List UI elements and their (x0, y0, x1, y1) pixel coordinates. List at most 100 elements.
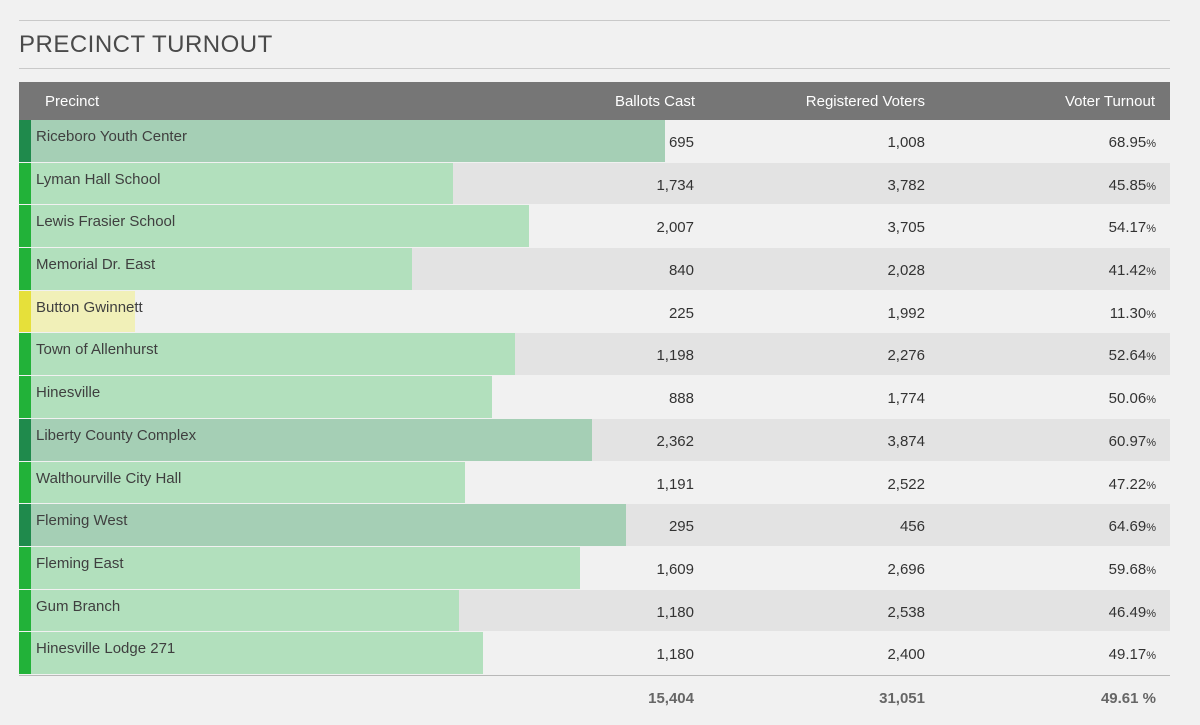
table-row[interactable]: Riceboro Youth Center 695 1,008 68.95% (19, 120, 1170, 163)
turnout-indicator-stripe (19, 248, 31, 290)
turnout-indicator-stripe (19, 290, 31, 333)
precinct-name: Riceboro Youth Center (36, 128, 187, 145)
turnout-indicator-stripe (19, 376, 31, 418)
voter-turnout-cell: 50.06% (1109, 390, 1156, 407)
registered-voters-cell: 2,028 (887, 262, 925, 280)
table-row[interactable]: Hinesville Lodge 271 1,180 2,400 49.17% (19, 632, 1170, 675)
percent-sign: % (1146, 351, 1156, 364)
voter-turnout-value: 41.42 (1108, 262, 1147, 280)
table-row[interactable]: Gum Branch 1,180 2,538 46.49% (19, 589, 1170, 633)
registered-voters-cell: 2,538 (887, 603, 925, 621)
table-row[interactable]: Lewis Frasier School 2,007 3,705 54.17% (19, 205, 1170, 249)
registered-voters-cell: 2,400 (887, 646, 925, 664)
turnout-bar (31, 589, 459, 632)
table-row[interactable]: Fleming West 295 456 64.69% (19, 504, 1170, 547)
ballots-cast-cell: 2,007 (656, 219, 694, 237)
percent-sign: % (1146, 394, 1156, 407)
turnout-indicator-stripe (19, 546, 31, 589)
voter-turnout-value: 11.30 (1109, 304, 1147, 322)
voter-turnout-cell: 60.97% (1109, 433, 1156, 450)
turnout-bar (31, 290, 135, 333)
registered-voters-cell: 2,696 (887, 560, 925, 578)
ballots-cast-cell: 1,198 (656, 347, 694, 365)
total-voter-turnout: 49.61 % (1100, 689, 1156, 707)
voter-turnout-cell: 49.17% (1109, 646, 1156, 663)
voter-turnout-cell: 54.17% (1109, 219, 1156, 236)
percent-sign: % (1146, 436, 1156, 449)
table-row[interactable]: Lyman Hall School 1,734 3,782 45.85% (19, 162, 1170, 206)
table-row[interactable]: Fleming East 1,609 2,696 59.68% (19, 546, 1170, 590)
voter-turnout-cell: 41.42% (1109, 262, 1156, 279)
ballots-cast-cell: 295 (668, 518, 694, 536)
turnout-indicator-stripe (19, 632, 31, 674)
voter-turnout-cell: 64.69% (1109, 518, 1156, 535)
table-body: Riceboro Youth Center 695 1,008 68.95% Lyman… (19, 120, 1170, 675)
turnout-bar (31, 504, 626, 546)
voter-turnout-cell: 45.85% (1109, 177, 1156, 194)
registered-voters-cell: 3,782 (887, 176, 925, 194)
table-row[interactable]: Town of Allenhurst 1,198 2,276 52.64% (19, 333, 1170, 377)
table-row[interactable]: Walthourville City Hall 1,191 2,522 47.22% (19, 461, 1170, 505)
ballots-cast-cell: 695 (668, 134, 694, 151)
turnout-bar (31, 376, 492, 418)
voter-turnout-value: 59.68 (1108, 560, 1147, 578)
voter-turnout-cell: 46.49% (1109, 604, 1156, 621)
ballots-cast-cell: 1,609 (656, 560, 694, 578)
turnout-indicator-stripe (19, 333, 31, 376)
voter-turnout-value: 68.95 (1108, 134, 1147, 151)
table-row[interactable]: Liberty County Complex 2,362 3,874 60.97% (19, 418, 1170, 462)
precinct-name: Walthourville City Hall (36, 469, 182, 487)
ballots-cast-cell: 1,191 (656, 475, 694, 493)
turnout-bar (31, 333, 515, 376)
percent-sign: % (1146, 308, 1156, 321)
column-header-precinct[interactable]: Precinct (45, 93, 100, 110)
precinct-name: Button Gwinnett (36, 298, 143, 316)
voter-turnout-cell: 59.68% (1109, 561, 1156, 578)
turnout-bar (31, 632, 483, 674)
turnout-indicator-stripe (19, 504, 31, 546)
column-header-voter-turnout[interactable]: Voter Turnout (1064, 93, 1155, 110)
voter-turnout-value: 54.17 (1108, 219, 1147, 237)
turnout-indicator-stripe (19, 461, 31, 504)
voter-turnout-cell: 47.22% (1109, 476, 1156, 493)
registered-voters-cell: 2,276 (887, 347, 925, 365)
precinct-name: Lewis Frasier School (36, 213, 176, 231)
percent-sign: % (1146, 607, 1156, 620)
turnout-indicator-stripe (19, 589, 31, 632)
top-divider (19, 20, 1170, 21)
ballots-cast-cell: 225 (668, 304, 694, 322)
percent-sign: % (1146, 479, 1156, 492)
turnout-bar (31, 248, 412, 290)
voter-turnout-value: 46.49 (1108, 603, 1147, 621)
registered-voters-cell: 2,522 (887, 475, 925, 493)
voter-turnout-cell: 52.64% (1109, 347, 1156, 364)
voter-turnout-value: 49.17 (1108, 646, 1147, 664)
ballots-cast-cell: 1,734 (656, 176, 694, 194)
turnout-indicator-stripe (19, 205, 31, 248)
turnout-indicator-stripe (19, 120, 31, 162)
percent-sign: % (1146, 138, 1156, 150)
total-registered-voters: 31,051 (879, 689, 925, 707)
precinct-name: Lyman Hall School (36, 170, 161, 188)
percent-sign: % (1146, 266, 1156, 279)
column-header-ballots-cast[interactable]: Ballots Cast (614, 93, 695, 110)
voter-turnout-value: 60.97 (1108, 432, 1147, 450)
ballots-cast-cell: 1,180 (656, 603, 694, 621)
voter-turnout-value: 50.06 (1108, 390, 1147, 408)
voter-turnout-value: 47.22 (1108, 475, 1147, 493)
ballots-cast-cell: 840 (668, 262, 694, 280)
table-row[interactable]: Memorial Dr. East 840 2,028 41.42% (19, 248, 1170, 291)
turnout-bar (31, 162, 453, 205)
ballots-cast-cell: 1,180 (656, 646, 694, 664)
registered-voters-cell: 456 (899, 518, 925, 536)
registered-voters-cell: 1,008 (887, 134, 925, 151)
percent-sign: % (1146, 180, 1156, 193)
ballots-cast-cell: 2,362 (656, 432, 694, 450)
table-row[interactable]: Button Gwinnett 225 1,992 11.30% (19, 290, 1170, 334)
column-header-registered-voters[interactable]: Registered Voters (805, 93, 925, 110)
turnout-indicator-stripe (19, 162, 31, 205)
voter-turnout-cell: 68.95% (1109, 134, 1156, 151)
turnout-indicator-stripe (19, 418, 31, 461)
table-row[interactable]: Hinesville 888 1,774 50.06% (19, 376, 1170, 419)
precinct-name: Liberty County Complex (36, 426, 197, 444)
